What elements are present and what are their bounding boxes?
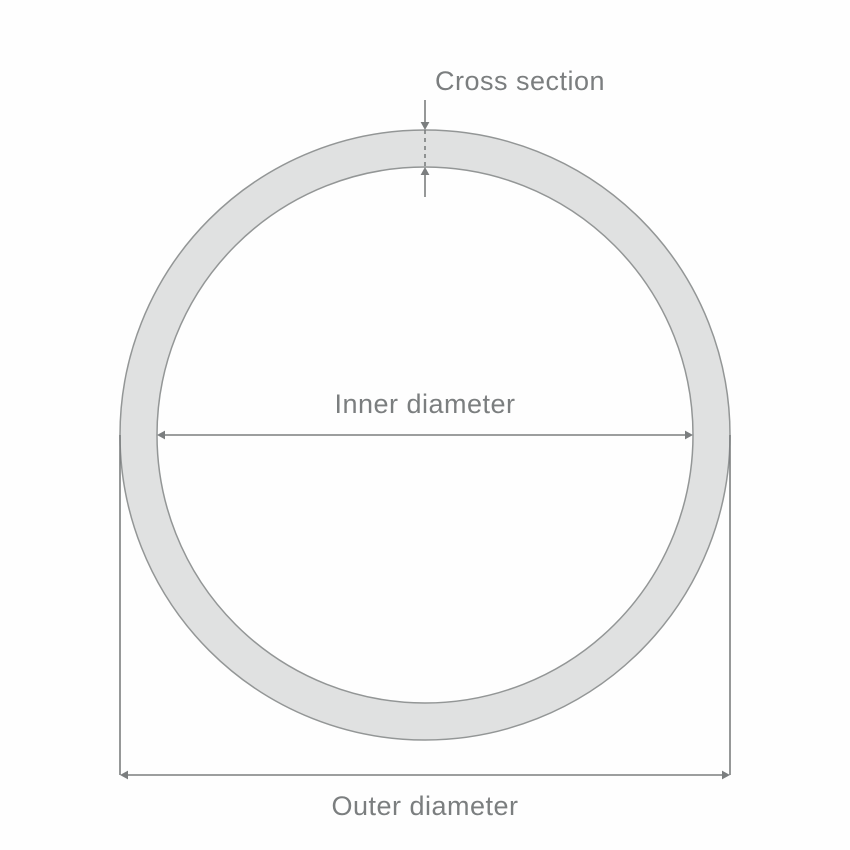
cross-section-label: Cross section xyxy=(435,66,605,96)
outer-diameter-label: Outer diameter xyxy=(331,791,518,821)
ring-dimension-diagram: Cross section Inner diameter Outer diamete… xyxy=(0,0,850,850)
inner-diameter-label: Inner diameter xyxy=(334,389,515,419)
